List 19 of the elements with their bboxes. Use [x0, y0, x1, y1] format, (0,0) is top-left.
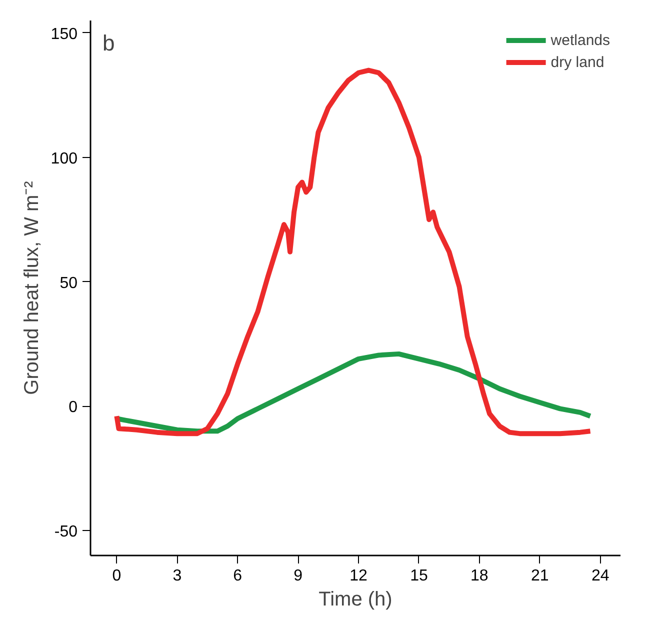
y-tick-label: 50 — [60, 274, 78, 292]
x-tick-label: 18 — [470, 568, 488, 584]
legend-label: wetlands — [550, 32, 610, 48]
y-axis-title: Ground heat flux, W m⁻² — [20, 180, 43, 395]
x-tick-label: 6 — [233, 568, 242, 584]
annotation: b — [102, 30, 115, 56]
x-axis-title: Time (h) — [318, 588, 392, 610]
x-tick-label: 12 — [350, 568, 368, 584]
x-tick-label: 24 — [591, 568, 610, 584]
y-tick-label: 150 — [50, 26, 78, 43]
x-tick-label: 0 — [112, 568, 122, 584]
legend-label: dry land — [550, 54, 604, 70]
x-tick-label: 15 — [410, 568, 428, 584]
y-tick-label: -50 — [54, 524, 78, 541]
x-tick-label: 9 — [294, 568, 303, 584]
x-tick-label: 21 — [530, 568, 549, 584]
y-tick-label: 0 — [68, 399, 78, 416]
y-tick-label: 100 — [50, 150, 78, 168]
x-tick-label: 3 — [172, 568, 182, 584]
